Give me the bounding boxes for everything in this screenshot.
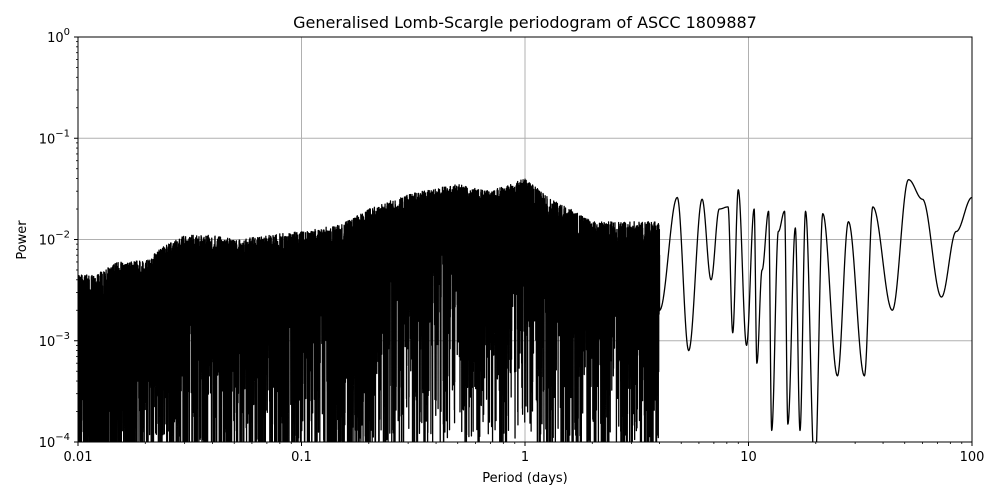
chart-title: Generalised Lomb-Scargle periodogram of … xyxy=(293,13,757,32)
x-tick-label: 10 xyxy=(740,450,757,465)
x-tick-label: 0.01 xyxy=(64,450,93,465)
x-tick-label: 1 xyxy=(521,450,529,465)
y-tick-label: 10−3 xyxy=(39,331,70,350)
power-curve xyxy=(78,178,972,442)
x-axis-ticks: 0.01 0.1 1 10 100 xyxy=(64,442,985,465)
y-tick-label: 10−1 xyxy=(39,128,70,147)
y-tick-label: 10−2 xyxy=(39,230,70,249)
x-axis-label: Period (days) xyxy=(482,471,568,486)
y-tick-label: 100 xyxy=(47,27,70,46)
x-tick-label: 0.1 xyxy=(291,450,312,465)
x-tick-label: 100 xyxy=(960,450,985,465)
y-axis-ticks: 100 10−1 10−2 10−3 10−4 xyxy=(39,27,78,451)
y-axis-label: Power xyxy=(15,220,30,260)
gls-power-line xyxy=(78,178,972,442)
y-tick-label: 10−4 xyxy=(39,432,70,451)
